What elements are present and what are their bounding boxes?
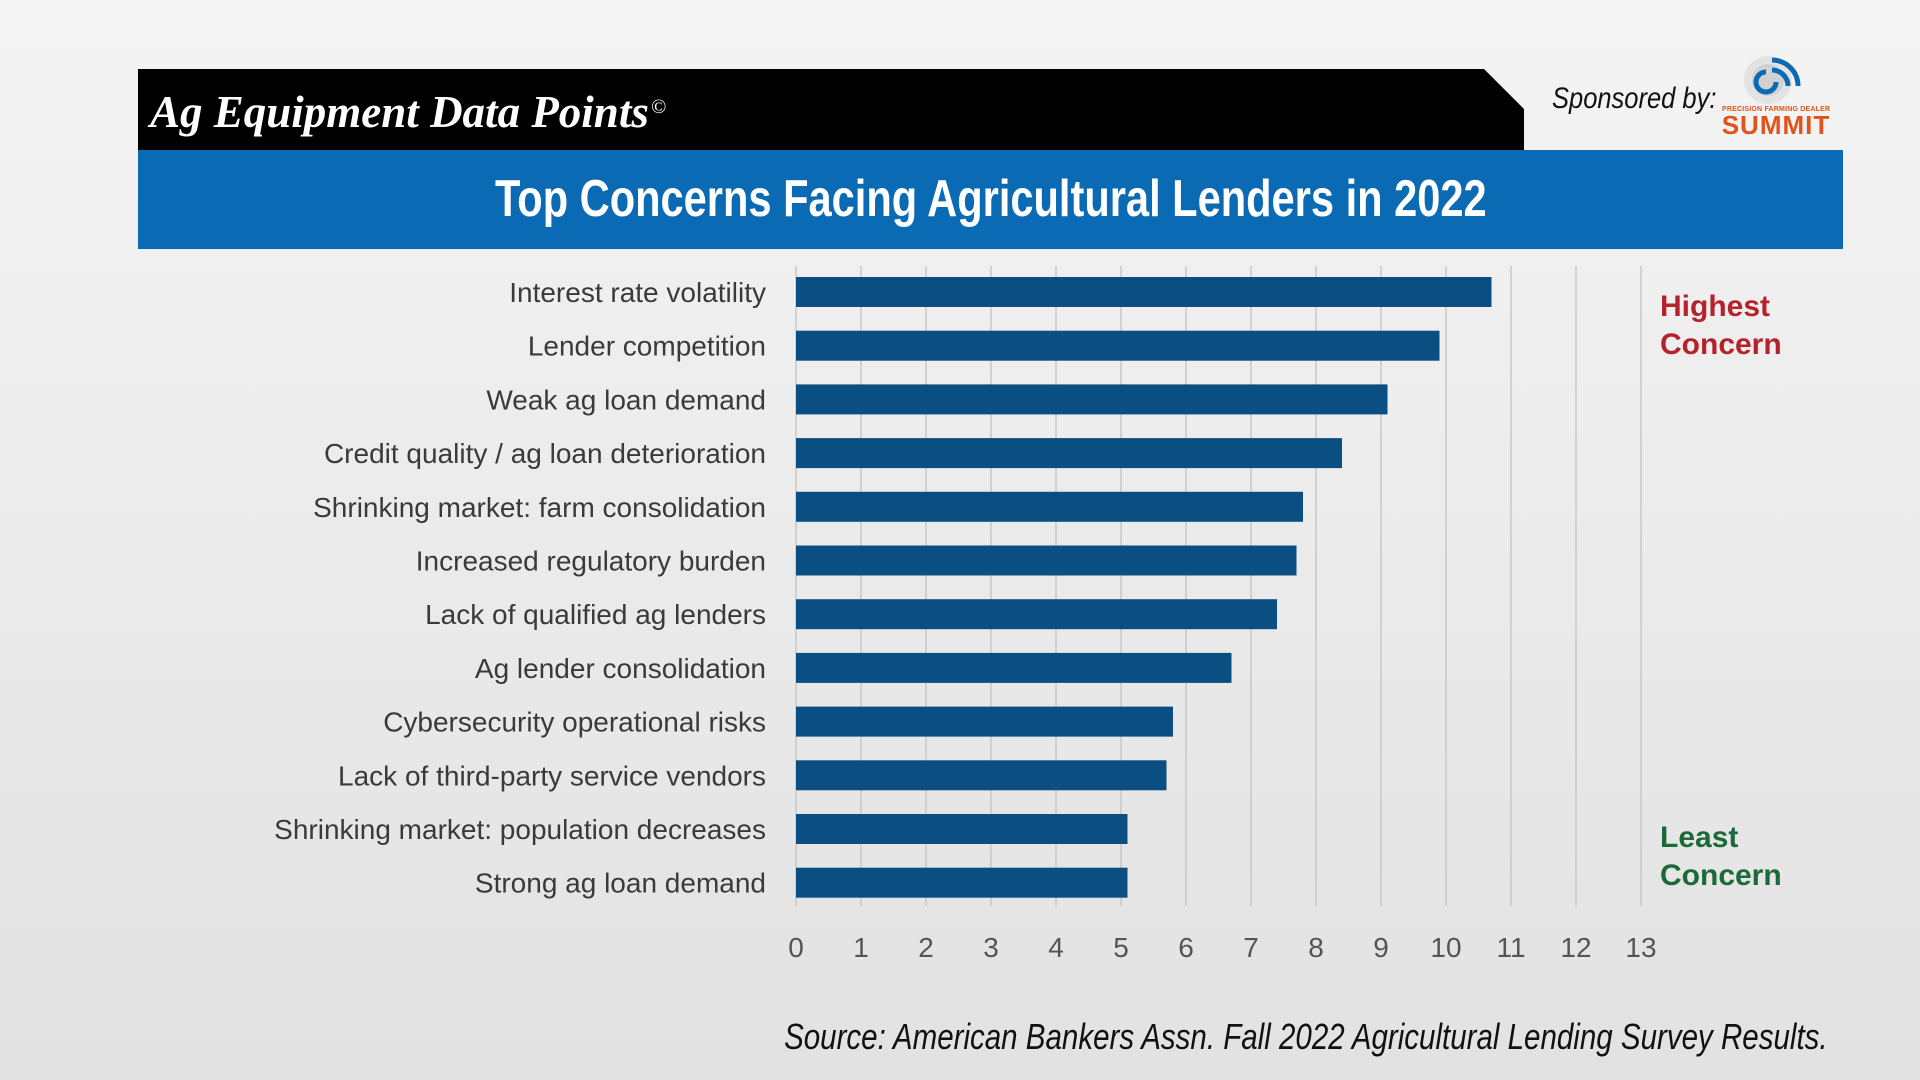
tick-label: 3 bbox=[983, 932, 999, 963]
source-note: Source: American Bankers Assn. Fall 2022… bbox=[784, 1016, 1828, 1057]
bar bbox=[796, 277, 1492, 307]
category-label: Ag lender consolidation bbox=[475, 653, 766, 684]
tick-label: 1 bbox=[853, 932, 869, 963]
tick-label: 0 bbox=[788, 932, 804, 963]
category-label: Cybersecurity operational risks bbox=[383, 707, 766, 738]
bars bbox=[796, 277, 1492, 898]
tick-label: 13 bbox=[1625, 932, 1656, 963]
tick-label: 5 bbox=[1113, 932, 1129, 963]
bar bbox=[796, 599, 1277, 630]
header-bar bbox=[138, 69, 1524, 150]
tick-label: 12 bbox=[1560, 932, 1591, 963]
chart-title-text: Top Concerns Facing Agricultural Lenders… bbox=[494, 170, 1487, 228]
bar bbox=[796, 814, 1128, 844]
sponsor-logo-small-text: PRECISION FARMING DEALER bbox=[1722, 106, 1831, 113]
category-label: Increased regulatory burden bbox=[416, 546, 766, 577]
bar bbox=[796, 652, 1232, 683]
bar bbox=[796, 330, 1440, 361]
category-label: Lack of qualified ag lenders bbox=[425, 599, 766, 630]
title-band bbox=[138, 150, 1843, 249]
category-labels: Interest rate volatility Lender competiti… bbox=[274, 277, 766, 899]
sponsor-label: Sponsored by: bbox=[1552, 82, 1717, 115]
x-axis-ticks: 0 1 2 3 4 5 6 7 8 9 10 11 12 13 bbox=[788, 932, 1656, 963]
bar bbox=[796, 438, 1342, 469]
header-title-text: Ag Equipment Data Points bbox=[150, 87, 649, 137]
tick-label: 7 bbox=[1243, 932, 1259, 963]
least-concern-note: Least Concern bbox=[1660, 821, 1782, 892]
bar bbox=[796, 545, 1297, 576]
category-label: Lack of third-party service vendors bbox=[338, 760, 766, 791]
category-label: Interest rate volatility bbox=[509, 277, 766, 308]
bar bbox=[796, 760, 1167, 791]
tick-label: 10 bbox=[1430, 932, 1461, 963]
copyright-mark: © bbox=[650, 96, 667, 118]
sponsor-logo-name: SUMMIT bbox=[1721, 110, 1831, 140]
category-label: Strong ag loan demand bbox=[475, 868, 766, 899]
category-label: Shrinking market: farm consolidation bbox=[313, 492, 766, 523]
summit-logo-icon bbox=[1744, 56, 1801, 104]
bar bbox=[796, 706, 1173, 737]
category-label: Weak ag loan demand bbox=[486, 384, 766, 415]
category-label: Shrinking market: population decreases bbox=[274, 814, 766, 845]
tick-label: 11 bbox=[1496, 932, 1525, 963]
tick-label: 4 bbox=[1048, 932, 1064, 963]
highest-concern-note: Highest Concern bbox=[1660, 290, 1782, 361]
bar bbox=[796, 867, 1128, 898]
bar bbox=[796, 384, 1388, 415]
tick-label: 9 bbox=[1373, 932, 1389, 963]
header-title: Ag Equipment Data Points © bbox=[150, 74, 666, 140]
tick-label: 6 bbox=[1178, 932, 1194, 963]
category-label: Lender competition bbox=[528, 331, 766, 362]
grid-lines bbox=[795, 266, 1642, 906]
tick-label: 8 bbox=[1308, 932, 1324, 963]
tick-label: 2 bbox=[918, 932, 934, 963]
category-label: Credit quality / ag loan deterioration bbox=[324, 438, 766, 469]
chart-title: Top Concerns Facing Agricultural Lenders… bbox=[138, 150, 1843, 249]
bar bbox=[796, 491, 1303, 522]
